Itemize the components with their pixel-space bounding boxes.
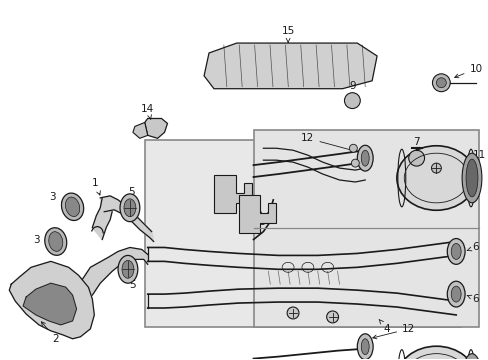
Polygon shape <box>100 196 153 242</box>
Ellipse shape <box>49 232 62 251</box>
Text: 7: 7 <box>412 137 419 151</box>
Polygon shape <box>214 175 251 213</box>
Text: 10: 10 <box>454 64 482 78</box>
Circle shape <box>431 74 449 92</box>
Circle shape <box>326 311 338 323</box>
Text: 6: 6 <box>466 294 478 304</box>
Ellipse shape <box>124 199 136 217</box>
Bar <box>144 140 460 327</box>
Text: 13: 13 <box>253 211 266 227</box>
Text: 9: 9 <box>348 81 355 105</box>
Polygon shape <box>203 43 376 89</box>
Circle shape <box>351 159 359 167</box>
Ellipse shape <box>45 228 66 255</box>
Text: 2: 2 <box>41 322 59 344</box>
Text: 14: 14 <box>141 104 154 119</box>
Text: 3: 3 <box>49 192 67 205</box>
Ellipse shape <box>461 153 481 203</box>
Ellipse shape <box>447 239 464 264</box>
Ellipse shape <box>361 150 368 166</box>
Text: 12: 12 <box>372 324 414 339</box>
Text: 11: 11 <box>0 359 1 360</box>
Text: 6: 6 <box>466 243 478 252</box>
Text: 5: 5 <box>128 187 135 203</box>
Circle shape <box>430 163 441 173</box>
Ellipse shape <box>465 159 477 197</box>
Ellipse shape <box>396 146 475 210</box>
Ellipse shape <box>122 260 134 278</box>
Ellipse shape <box>450 243 460 260</box>
Text: 5: 5 <box>129 275 136 290</box>
Polygon shape <box>9 261 94 339</box>
Circle shape <box>435 78 446 88</box>
Ellipse shape <box>450 286 460 302</box>
Text: 12: 12 <box>301 133 355 152</box>
Text: 8: 8 <box>0 359 1 360</box>
Text: 4: 4 <box>378 319 389 334</box>
Text: 3: 3 <box>33 234 50 244</box>
Ellipse shape <box>396 346 475 360</box>
Ellipse shape <box>447 281 464 307</box>
Ellipse shape <box>361 339 368 355</box>
Text: 1: 1 <box>92 178 100 195</box>
Ellipse shape <box>118 255 138 283</box>
Ellipse shape <box>461 354 481 360</box>
Polygon shape <box>92 198 112 239</box>
Circle shape <box>344 93 360 109</box>
Polygon shape <box>238 195 276 233</box>
Circle shape <box>349 144 357 152</box>
Ellipse shape <box>65 197 80 217</box>
Ellipse shape <box>357 145 372 171</box>
Text: 15: 15 <box>281 26 294 42</box>
Circle shape <box>286 307 298 319</box>
Ellipse shape <box>120 194 140 222</box>
Ellipse shape <box>61 193 83 221</box>
Ellipse shape <box>357 334 372 360</box>
Polygon shape <box>133 122 147 138</box>
Bar <box>253 130 478 327</box>
Text: 11: 11 <box>472 150 486 165</box>
Polygon shape <box>144 118 167 138</box>
Polygon shape <box>82 247 147 295</box>
Polygon shape <box>23 283 77 325</box>
Circle shape <box>408 150 424 166</box>
